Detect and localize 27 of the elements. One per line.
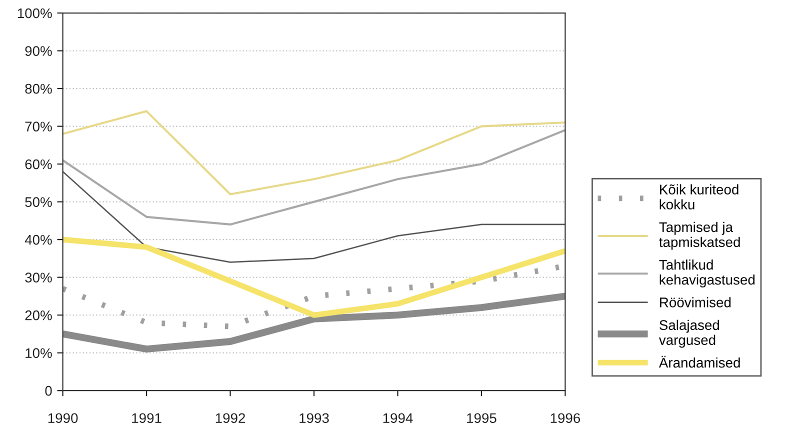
legend-label: Salajased vargused bbox=[658, 320, 720, 348]
x-tick-label: 1990 bbox=[48, 413, 78, 424]
y-tick-label: 20% bbox=[25, 310, 52, 320]
line-series bbox=[62, 170, 566, 263]
y-tick-label: 30% bbox=[25, 272, 52, 282]
legend-label: Tapmised ja tapmiskatsed bbox=[659, 222, 740, 250]
y-tick-label: 90% bbox=[25, 46, 52, 56]
x-tick-label: 1991 bbox=[132, 413, 162, 424]
legend-label: Kõik kuriteod kokku bbox=[660, 184, 738, 210]
y-tick-label: 60% bbox=[25, 159, 52, 170]
x-tick-label: 1995 bbox=[467, 413, 496, 424]
legend-label: Röövimised bbox=[660, 297, 731, 308]
x-tick-label: 1994 bbox=[383, 413, 413, 424]
y-tick-label: 10% bbox=[26, 348, 52, 358]
y-tick-label: 50% bbox=[25, 197, 52, 207]
x-tick-label: 1992 bbox=[216, 413, 246, 424]
legend-label: Ärandamised bbox=[658, 356, 740, 368]
y-tick-label: 0 bbox=[45, 386, 52, 396]
y-tick-label: 100% bbox=[18, 8, 52, 18]
y-tick-label: 80% bbox=[25, 84, 52, 94]
legend-label: Tahtlikud kehavigastused bbox=[659, 260, 755, 288]
y-tick-label: 70% bbox=[25, 122, 52, 132]
line-series bbox=[62, 110, 566, 196]
y-tick-label: 40% bbox=[24, 234, 52, 245]
line-series bbox=[62, 129, 566, 226]
x-tick-label: 1996 bbox=[550, 413, 580, 424]
x-tick-label: 1993 bbox=[300, 413, 329, 424]
